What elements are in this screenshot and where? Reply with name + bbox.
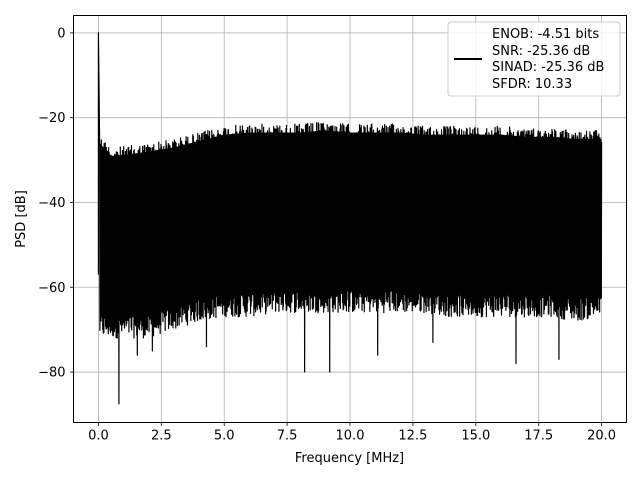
x-tick-label: 15.0 [461, 429, 490, 444]
legend-box [447, 21, 621, 97]
legend-line-sfdr: SFDR: 10.33 [492, 77, 572, 92]
legend: ENOB: -4.51 bits SNR: -25.36 dB SINAD: -… [447, 21, 621, 97]
plot-area [97, 32, 603, 405]
y-axis: 0 −20 −40 −60 −80 [38, 26, 74, 381]
x-tick-label: 17.5 [524, 429, 553, 444]
legend-line-snr: SNR: -25.36 dB [492, 44, 590, 59]
x-axis-label: Frequency [MHz] [295, 451, 404, 466]
x-tick-label: 0.0 [88, 429, 109, 444]
y-tick-label: −40 [38, 196, 65, 211]
x-tick-label: 10.0 [336, 429, 365, 444]
x-tick-label: 7.5 [277, 429, 298, 444]
y-tick-label: −60 [38, 281, 65, 296]
psd-series-line [97, 32, 603, 405]
y-tick-label: −80 [38, 366, 65, 381]
x-axis: 0.0 2.5 5.0 7.5 10.0 12.5 15.0 17.5 20.0 [88, 422, 616, 444]
x-tick-label: 5.0 [214, 429, 235, 444]
y-tick-label: −20 [38, 111, 65, 126]
y-tick-label: 0 [57, 26, 65, 41]
legend-line-sinad: SINAD: -25.36 dB [492, 60, 604, 75]
legend-line-enob: ENOB: -4.51 bits [492, 27, 599, 42]
y-axis-label: PSD [dB] [14, 190, 29, 248]
x-tick-label: 2.5 [151, 429, 172, 444]
x-tick-label: 20.0 [587, 429, 616, 444]
x-tick-label: 12.5 [398, 429, 427, 444]
